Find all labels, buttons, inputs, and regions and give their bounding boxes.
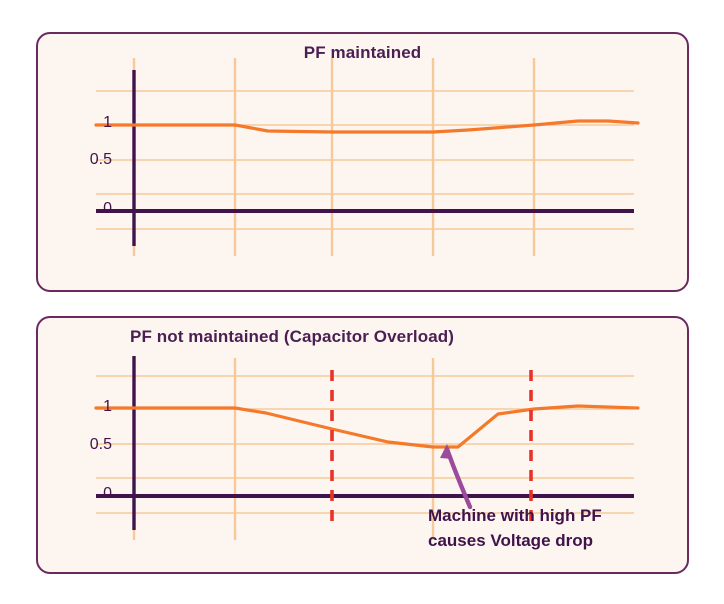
callout-arrow-icon [440, 444, 473, 510]
panel-1-ytick-0_5: 0.5 [89, 151, 112, 168]
panel-1-grid [94, 58, 640, 256]
panel-1-ytick-1: 1 [103, 114, 112, 131]
panel-2-ytick-1: 1 [103, 398, 112, 415]
chart-panel-pf-maintained: PF maintained 1 [36, 32, 689, 292]
horizontal-gridlines [96, 375, 634, 514]
vertical-gridlines [132, 58, 536, 256]
chart-panel-pf-not-maintained: PF not maintained (Capacitor Overload) [36, 316, 689, 574]
panel-2-ytick-0_5: 0.5 [89, 436, 112, 453]
panel-2-grid [94, 356, 640, 540]
horizontal-gridlines [96, 90, 634, 230]
series-line-pf-maintained [94, 119, 640, 134]
panel-2-title: PF not maintained (Capacitor Overload) [130, 327, 455, 346]
panel-2-ytick-0: 0 [103, 485, 112, 502]
annotation-line-2: causes Voltage drop [428, 531, 594, 550]
annotation-line-1: Machine with high PF [428, 506, 602, 525]
series-line-pf-not-maintained [94, 404, 640, 449]
panel-1-title: PF maintained [303, 43, 422, 62]
panel-1-ytick-0: 0 [103, 200, 112, 217]
